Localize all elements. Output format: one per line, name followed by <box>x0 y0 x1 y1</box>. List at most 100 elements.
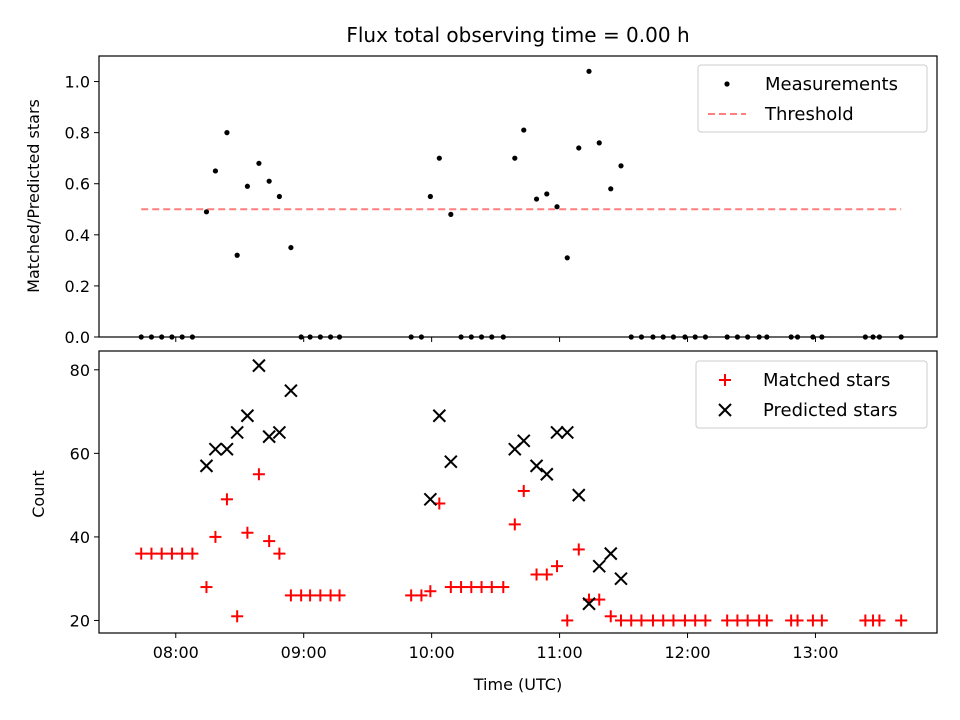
top-axes-frame <box>98 55 938 338</box>
predicted-star-point <box>432 409 447 423</box>
measurement-point <box>436 155 442 161</box>
predicted-star-point <box>444 455 458 469</box>
matched-star-point <box>815 614 828 627</box>
matched-star-point <box>572 543 585 556</box>
matched-star-point <box>721 614 734 627</box>
top-ytick-label: 0.0 <box>65 328 90 347</box>
legend-measurements-label: Measurements <box>765 74 898 95</box>
predicted-star-point-b <box>604 546 618 561</box>
top-ytick-label: 0.8 <box>65 124 90 143</box>
matched-star-point <box>646 614 659 627</box>
bottom-xtick-label: 09:00 <box>281 643 327 662</box>
predicted-star-point <box>240 409 255 423</box>
matched-star-point <box>485 581 498 594</box>
matched-star-point <box>635 614 648 627</box>
matched-star-point <box>497 581 510 594</box>
predicted-star-point-b <box>208 442 223 456</box>
predicted-star-point <box>220 442 234 456</box>
predicted-star-point-b <box>199 459 214 473</box>
chart-title: Flux total observing time = 0.00 h <box>346 23 689 47</box>
measurement-point <box>596 140 602 146</box>
matched-star-point <box>263 535 276 548</box>
matched-star-point <box>678 614 691 627</box>
matched-star-point <box>760 614 773 627</box>
predicted-star-point <box>604 546 618 561</box>
measurement-point <box>203 209 210 215</box>
measurement-point <box>244 183 251 189</box>
legend-predicted-marker <box>718 403 732 417</box>
matched-star-point <box>186 547 199 560</box>
matched-star-point <box>614 614 627 627</box>
predicted-star-point-b <box>540 467 554 481</box>
bottom-axes-frame <box>98 350 938 634</box>
matched-star-point <box>176 547 189 560</box>
matched-star-point <box>314 589 327 602</box>
predicted-star-point-b <box>444 455 458 469</box>
ratio-axes: Matched/Predicted stars 0.0 0.2 0.4 0.6 0.8 1… <box>24 55 938 347</box>
matched-star-point <box>657 614 670 627</box>
matched-star-point <box>540 568 553 581</box>
bottom-xlabel: Time (UTC) <box>473 675 562 694</box>
top-legend-box <box>697 64 928 133</box>
measurement-point <box>234 252 240 258</box>
bottom-ytick-label: 60 <box>70 444 90 463</box>
matched-star-point <box>241 526 254 539</box>
predicted-star-point <box>529 459 544 473</box>
predicted-star-point <box>572 488 586 502</box>
matched-star-point <box>405 589 418 602</box>
measurement-point <box>427 193 433 200</box>
matched-star-point <box>475 581 488 594</box>
matched-star-point <box>209 530 222 543</box>
measurement-point <box>448 211 454 217</box>
matched-star-point <box>593 593 606 606</box>
matched-star-point <box>791 614 804 627</box>
top-ytick-label: 1.0 <box>65 73 90 92</box>
legend-matched-label: Matched stars <box>763 370 890 391</box>
predicted-star-point <box>272 425 287 440</box>
bottom-legend-box <box>695 360 928 429</box>
matched-star-point <box>220 493 233 506</box>
bottom-ytick-label: 40 <box>70 528 90 547</box>
predicted-star-point-b <box>423 492 438 507</box>
matched-star-point <box>517 484 530 497</box>
predicted-star-point-b <box>614 571 628 586</box>
legend-threshold-label: Threshold <box>764 104 854 125</box>
measurement-point <box>521 127 527 133</box>
predicted-star-point <box>550 425 564 440</box>
bottom-xtick-label: 12:00 <box>664 643 710 662</box>
predicted-star-point <box>423 492 438 507</box>
predicted-star-point-b <box>252 358 266 373</box>
bottom-xtick-label: 13:00 <box>792 643 838 662</box>
bottom-xtick-label: 08:00 <box>153 643 199 662</box>
predicted-star-point-b <box>284 383 298 398</box>
matched-star-point <box>145 547 158 560</box>
legend-predicted-marker-b <box>718 403 732 417</box>
predicted-star-point-b <box>560 425 574 440</box>
matched-star-point <box>273 547 286 560</box>
measurement-point <box>288 244 294 251</box>
legend-matched-marker <box>719 374 731 386</box>
matched-star-point <box>465 581 478 594</box>
bottom-xtick-label: 11:00 <box>537 643 583 662</box>
matched-star-point <box>895 614 908 627</box>
predicted-star-point <box>540 467 554 481</box>
matched-star-point <box>135 547 148 560</box>
predicted-star-point-b <box>550 425 564 440</box>
measurement-point <box>212 168 219 174</box>
top-ytick-label: 0.4 <box>65 226 90 245</box>
matched-star-point <box>444 581 457 594</box>
predicted-star-point-b <box>529 459 544 473</box>
predicted-star-point <box>582 597 596 611</box>
predicted-star-point <box>230 425 244 440</box>
measurement-point <box>512 155 518 161</box>
matched-star-point <box>551 560 564 573</box>
measurement-point <box>554 204 560 210</box>
predicted-star-point <box>284 383 298 398</box>
matched-star-point <box>873 614 886 627</box>
matched-star-point <box>333 589 346 602</box>
predicted-star-point-b <box>517 434 531 448</box>
predicted-star-point <box>560 425 574 440</box>
matched-star-point <box>508 518 521 531</box>
matched-star-point <box>699 614 712 627</box>
